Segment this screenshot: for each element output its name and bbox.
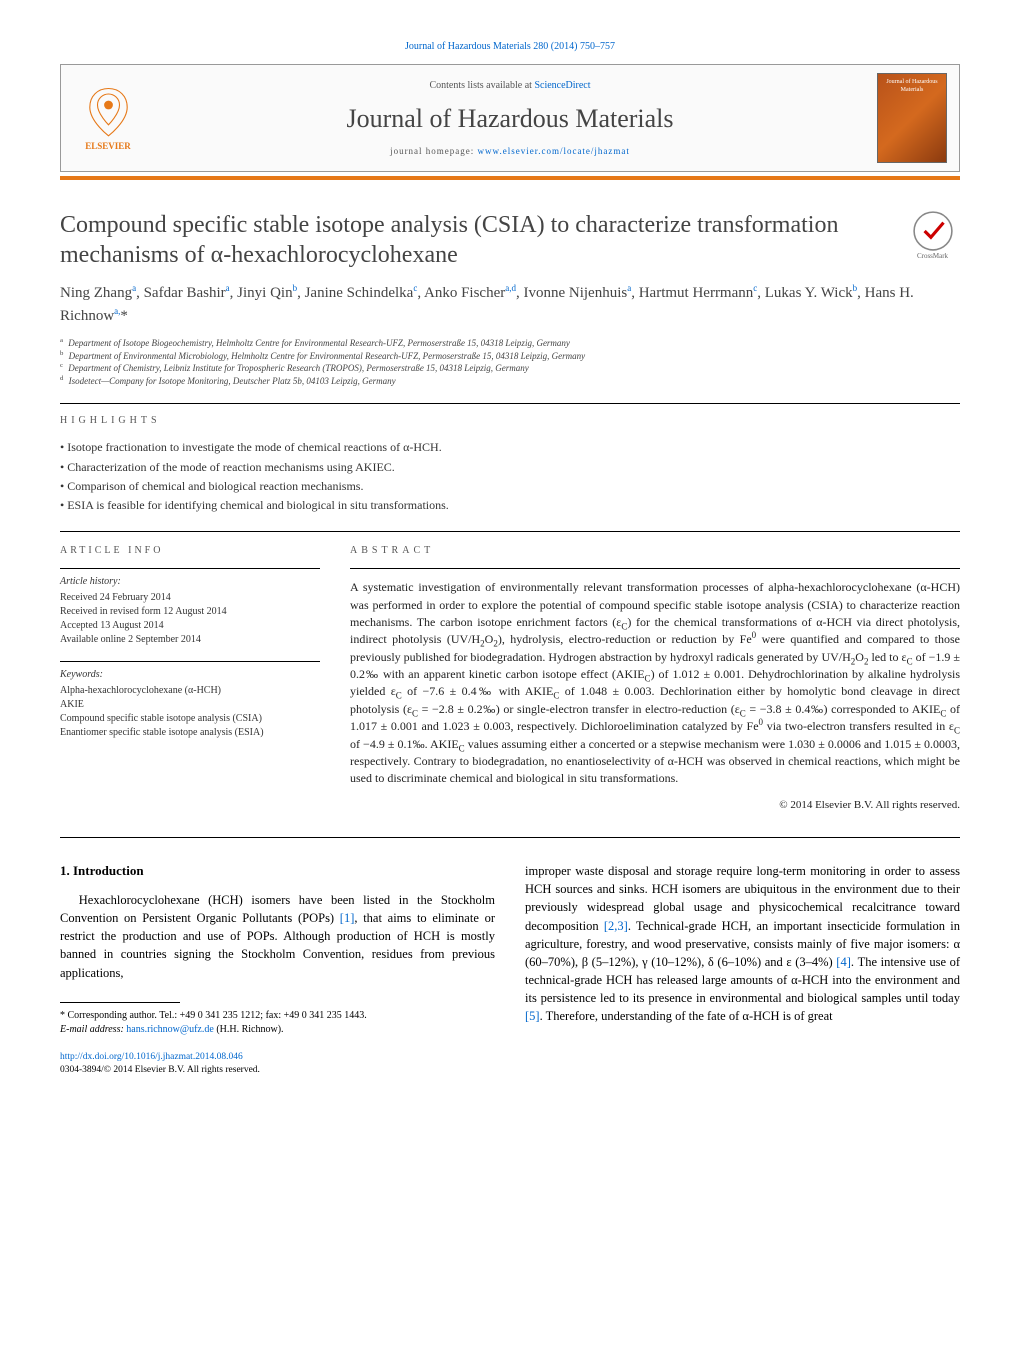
contents-available: Contents lists available at ScienceDirec… (143, 79, 877, 93)
article-history: Article history: Received 24 February 20… (60, 575, 320, 647)
intro-columns: 1. Introduction Hexachlorocyclohexane (H… (60, 862, 960, 1078)
email-prefix: E-mail address: (60, 1024, 126, 1035)
divider (350, 568, 960, 569)
doi-link[interactable]: http://dx.doi.org/10.1016/j.jhazmat.2014… (60, 1052, 243, 1062)
history-revised: Received in revised form 12 August 2014 (60, 605, 320, 619)
journal-cover-thumb (877, 73, 947, 163)
info-abstract-row: ARTICLE INFO Article history: Received 2… (60, 544, 960, 813)
authors: Ning Zhanga, Safdar Bashira, Jinyi Qinb,… (60, 282, 960, 327)
affiliations: a Department of Isotope Biogeochemistry,… (60, 337, 960, 387)
affiliation-line: d Isodetect—Company for Isotope Monitori… (60, 375, 960, 388)
journal-homepage: journal homepage: www.elsevier.com/locat… (143, 145, 877, 158)
title-row: Compound specific stable isotope analysi… (60, 210, 960, 270)
highlight-item: ESIA is feasible for identifying chemica… (60, 496, 960, 515)
corr-email-link[interactable]: hans.richnow@ufz.de (126, 1024, 214, 1035)
highlights-label: HIGHLIGHTS (60, 414, 960, 428)
accent-bar (60, 176, 960, 180)
top-citation: Journal of Hazardous Materials 280 (2014… (60, 40, 960, 54)
keyword-item: Compound specific stable isotope analysi… (60, 712, 320, 726)
divider (60, 661, 320, 662)
homepage-link[interactable]: www.elsevier.com/locate/jhazmat (478, 146, 630, 156)
keyword-item: Enantiomer specific stable isotope analy… (60, 726, 320, 740)
intro-left-col: 1. Introduction Hexachlorocyclohexane (H… (60, 862, 495, 1078)
publisher-name: ELSEVIER (85, 140, 131, 153)
corr-name: (H.H. Richnow). (214, 1024, 284, 1035)
history-header: Article history: (60, 575, 320, 589)
copyright: © 2014 Elsevier B.V. All rights reserved… (350, 798, 960, 813)
sciencedirect-link[interactable]: ScienceDirect (534, 80, 590, 91)
doi-block: http://dx.doi.org/10.1016/j.jhazmat.2014… (60, 1051, 495, 1079)
abstract-label: ABSTRACT (350, 544, 960, 558)
journal-header: ELSEVIER Contents lists available at Sci… (60, 64, 960, 172)
highlight-item: Characterization of the mode of reaction… (60, 458, 960, 477)
keyword-item: Alpha-hexachlorocyclohexane (α-HCH) (60, 684, 320, 698)
highlight-item: Isotope fractionation to investigate the… (60, 438, 960, 457)
crossmark-label: CrossMark (917, 252, 948, 262)
footnote-sep (60, 1002, 180, 1003)
abstract-text: A systematic investigation of environmen… (350, 579, 960, 788)
homepage-prefix: journal homepage: (390, 146, 477, 156)
elsevier-logo: ELSEVIER (73, 78, 143, 158)
corresponding-author: * Corresponding author. Tel.: +49 0 341 … (60, 1009, 495, 1037)
journal-name: Journal of Hazardous Materials (143, 101, 877, 137)
history-online: Available online 2 September 2014 (60, 633, 320, 647)
highlight-item: Comparison of chemical and biological re… (60, 477, 960, 496)
highlights-list: Isotope fractionation to investigate the… (60, 438, 960, 515)
affiliation-line: c Department of Chemistry, Leibniz Insti… (60, 362, 960, 375)
affiliation-line: b Department of Environmental Microbiolo… (60, 350, 960, 363)
intro-para-right: improper waste disposal and storage requ… (525, 862, 960, 1025)
article-title: Compound specific stable isotope analysi… (60, 210, 885, 270)
intro-right-col: improper waste disposal and storage requ… (525, 862, 960, 1078)
divider (60, 531, 960, 532)
keyword-item: AKIE (60, 698, 320, 712)
history-received: Received 24 February 2014 (60, 591, 320, 605)
contents-prefix: Contents lists available at (429, 80, 534, 91)
corr-line1: * Corresponding author. Tel.: +49 0 341 … (60, 1009, 495, 1023)
abstract-col: ABSTRACT A systematic investigation of e… (350, 544, 960, 813)
history-accepted: Accepted 13 August 2014 (60, 619, 320, 633)
keywords-header: Keywords: (60, 668, 320, 682)
issn-line: 0304-3894/© 2014 Elsevier B.V. All right… (60, 1065, 260, 1075)
keywords-block: Keywords: Alpha-hexachlorocyclohexane (α… (60, 668, 320, 740)
divider (60, 837, 960, 838)
article-info-label: ARTICLE INFO (60, 544, 320, 558)
corr-email-line: E-mail address: hans.richnow@ufz.de (H.H… (60, 1023, 495, 1037)
affiliation-line: a Department of Isotope Biogeochemistry,… (60, 337, 960, 350)
intro-heading: 1. Introduction (60, 862, 495, 881)
divider (60, 568, 320, 569)
header-center: Contents lists available at ScienceDirec… (143, 79, 877, 158)
intro-para-left: Hexachlorocyclohexane (HCH) isomers have… (60, 891, 495, 982)
crossmark-badge[interactable]: CrossMark (905, 210, 960, 265)
divider (60, 403, 960, 404)
article-info-col: ARTICLE INFO Article history: Received 2… (60, 544, 320, 813)
